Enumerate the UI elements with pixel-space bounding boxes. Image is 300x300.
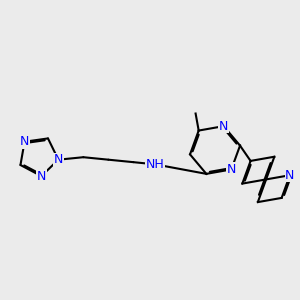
Text: N: N: [54, 153, 63, 166]
Text: N: N: [219, 120, 228, 133]
Text: NH: NH: [146, 158, 164, 171]
Text: N: N: [20, 135, 29, 148]
Text: N: N: [37, 169, 46, 183]
Text: N: N: [226, 163, 236, 176]
Text: N: N: [285, 169, 295, 182]
